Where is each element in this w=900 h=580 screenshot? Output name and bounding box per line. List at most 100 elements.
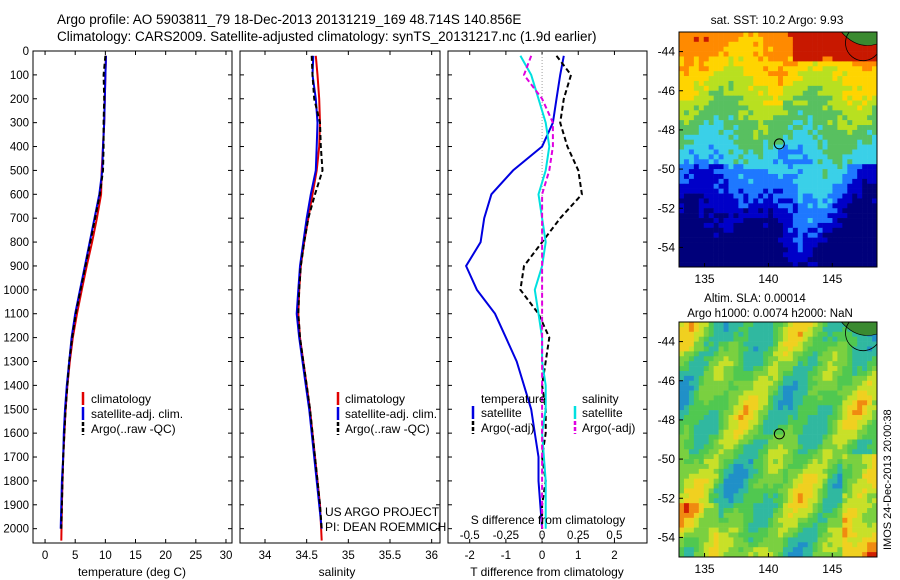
heatmap-cell (703, 41, 709, 47)
map-x-tick-label: 135 (695, 562, 715, 576)
heatmap-cell (802, 262, 808, 268)
heatmap-cell (703, 356, 709, 362)
heatmap-cell (862, 361, 868, 367)
heatmap-cell (748, 100, 754, 106)
heatmap-cell (763, 85, 769, 92)
heatmap-cell (718, 173, 724, 180)
heatmap-cell (797, 478, 804, 484)
heatmap-cell (728, 222, 734, 229)
heatmap-cell (679, 366, 685, 372)
heatmap-cell (847, 125, 853, 131)
heatmap-cell (743, 547, 749, 553)
heatmap-cell (867, 512, 873, 519)
heatmap-cell (728, 468, 734, 475)
heatmap-cell (758, 46, 764, 52)
heatmap-cell (802, 395, 808, 401)
heatmap-cell (738, 110, 744, 116)
heatmap-cell (733, 356, 739, 362)
heatmap-cell (807, 459, 813, 465)
heatmap-cell (688, 120, 695, 126)
heatmap-cell (708, 395, 714, 401)
heatmap-cell (842, 424, 848, 431)
heatmap-cell (758, 247, 764, 253)
heatmap-cell (693, 71, 700, 77)
heatmap-cell (713, 105, 719, 111)
heatmap-cell (688, 390, 695, 396)
heatmap-cell (778, 400, 784, 406)
heatmap-cell (698, 454, 705, 460)
heatmap-cell (837, 110, 843, 116)
heatmap-cell (693, 375, 700, 382)
heatmap-cell (753, 405, 759, 411)
heatmap-cell (782, 390, 789, 396)
heatmap-cell (688, 247, 695, 253)
heatmap-cell (738, 498, 744, 504)
heatmap-cell (837, 85, 843, 92)
heatmap-cell (778, 508, 784, 514)
heatmap-cell (743, 424, 749, 431)
depth-tick-label: 900 (10, 261, 29, 273)
heatmap-cell (768, 493, 774, 499)
heatmap-cell (802, 527, 808, 533)
heatmap-cell (778, 76, 784, 82)
heatmap-cell (832, 46, 838, 52)
heatmap-cell (867, 95, 873, 101)
heatmap-cell (679, 125, 685, 131)
heatmap-cell (782, 120, 789, 126)
heatmap-cell (753, 41, 759, 47)
heatmap-cell (743, 503, 749, 509)
heatmap-cell (688, 326, 695, 333)
heatmap-cell (738, 459, 744, 465)
heatmap-cell (773, 76, 779, 82)
heatmap-cell (827, 424, 833, 431)
heatmap-cell (768, 173, 774, 180)
heatmap-cell (857, 375, 863, 382)
heatmap-cell (743, 385, 749, 391)
heatmap-cell (872, 468, 878, 475)
heatmap-cell (852, 154, 858, 160)
heatmap-cell (738, 105, 744, 111)
heatmap-cell (688, 183, 695, 189)
heatmap-cell (852, 390, 858, 396)
heatmap-cell (698, 80, 705, 87)
heatmap-cell (847, 183, 853, 189)
heatmap-cell (797, 149, 804, 155)
heatmap-cell (773, 537, 779, 543)
heatmap-cell (753, 517, 759, 524)
heatmap-cell (842, 115, 848, 121)
heatmap-cell (872, 61, 878, 67)
heatmap-cell (679, 552, 685, 558)
heatmap-cell (817, 478, 823, 484)
heatmap-cell (812, 149, 818, 155)
heatmap-cell (832, 208, 838, 214)
heatmap-cell (763, 390, 769, 396)
heatmap-cell (679, 95, 685, 101)
heatmap-cell (797, 508, 804, 514)
heatmap-cell (693, 331, 700, 337)
heatmap-cell (768, 262, 774, 268)
heatmap-cell (842, 149, 848, 155)
heatmap-cell (693, 370, 700, 377)
temperature-legend: climatology satellite-adj. clim. Argo(..… (81, 392, 183, 436)
heatmap-cell (847, 351, 853, 357)
heatmap-cell (797, 385, 804, 391)
heatmap-cell (748, 459, 754, 465)
heatmap-cell (792, 473, 799, 479)
heatmap-cell (872, 493, 878, 499)
heatmap-cell (817, 410, 823, 416)
heatmap-cell (688, 493, 695, 499)
heatmap-cell (817, 71, 823, 77)
heatmap-cell (738, 351, 744, 357)
heatmap-cell (748, 90, 754, 96)
heatmap-cell (718, 61, 724, 67)
heatmap-cell (827, 173, 833, 180)
heatmap-cell (693, 336, 700, 342)
heatmap-cell (842, 213, 848, 219)
heatmap-cell (862, 198, 868, 204)
heatmap-cell (679, 361, 685, 367)
heatmap-cell (718, 257, 724, 263)
heatmap-cell (867, 473, 873, 479)
heatmap-cell (679, 459, 685, 465)
heatmap-cell (763, 366, 769, 372)
heatmap-cell (773, 213, 779, 219)
